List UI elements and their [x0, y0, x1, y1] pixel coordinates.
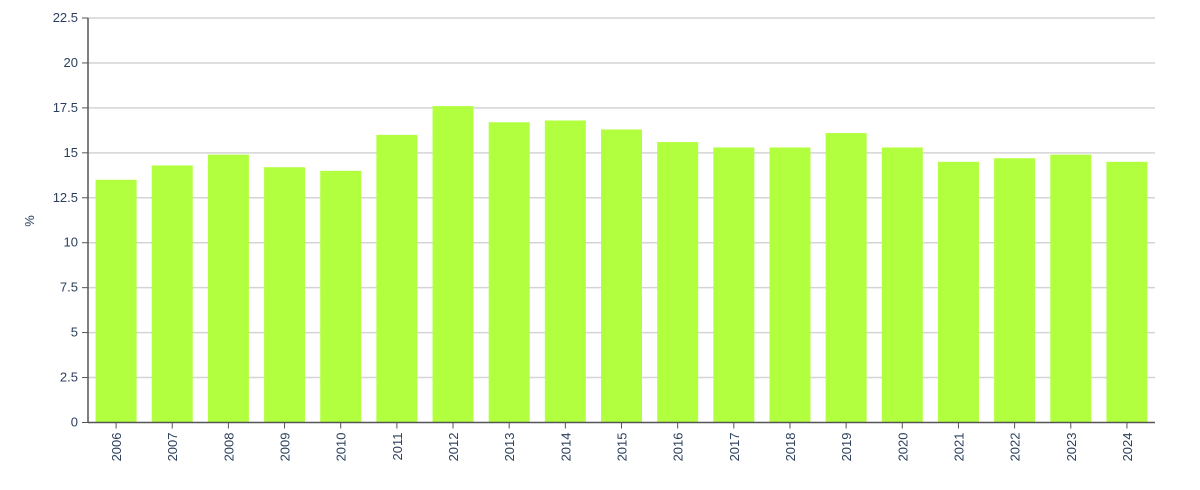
y-tick-label: 12.5 [53, 190, 78, 205]
bar-2019 [825, 133, 867, 423]
x-tick-label: 2022 [1008, 433, 1023, 462]
x-tick-label: 2020 [895, 433, 910, 462]
bars [95, 106, 1148, 423]
x-tick-label: 2023 [1064, 433, 1079, 462]
x-tick-label: 2013 [502, 433, 517, 462]
bar-2015 [601, 129, 642, 423]
x-tick-label: 2024 [1120, 433, 1135, 462]
x-tick-label: 2009 [278, 433, 293, 462]
x-tick-label: 2010 [334, 433, 349, 462]
x-tick-label: 2021 [951, 433, 966, 462]
bar-2024 [1106, 161, 1148, 423]
x-tick-label: 2014 [558, 433, 573, 462]
y-tick-label: 10 [64, 235, 78, 250]
bar-2017 [713, 147, 755, 423]
bar-2018 [769, 147, 811, 423]
x-tick-label: 2012 [446, 433, 461, 462]
y-tick-label: 7.5 [60, 280, 78, 295]
y-tick-label: 2.5 [60, 370, 78, 385]
bar-2021 [937, 161, 979, 423]
y-tick-label: 17.5 [53, 100, 78, 115]
bar-2008 [207, 154, 249, 423]
x-tick-label: 2007 [165, 433, 180, 462]
x-tick-label: 2017 [727, 433, 742, 462]
bar-2022 [994, 158, 1036, 423]
y-tick-label: 22.5 [53, 10, 78, 25]
bar-2009 [264, 167, 306, 423]
bar-2011 [376, 134, 418, 423]
y-tick-label: 15 [64, 145, 78, 160]
bar-2016 [657, 142, 699, 423]
x-axis: 2006 2007 2008 2009 2010 2011 2012 2013 2014 2015… [88, 421, 1155, 462]
bar-2014 [544, 120, 586, 423]
x-tick-label: 2016 [671, 433, 686, 462]
x-tick-label: 2018 [783, 433, 798, 462]
y-tick-label: 5 [71, 325, 78, 340]
bar-2010 [320, 170, 362, 423]
x-tick-label: 2019 [839, 433, 854, 462]
bar-2006 [95, 179, 137, 423]
x-tick-label: 2011 [390, 433, 405, 461]
y-tick-label: 20 [64, 55, 78, 70]
bar-2023 [1050, 154, 1092, 423]
bar-2012 [432, 106, 474, 423]
y-axis: 0 2.5 5 7.5 10 12.5 15 17.5 20 22.5 [53, 10, 89, 430]
bar-2013 [488, 122, 530, 423]
x-tick-label: 2015 [615, 433, 630, 462]
y-tick-label: 0 [71, 415, 78, 430]
bar-2020 [881, 147, 923, 423]
x-tick-label: 2006 [109, 433, 124, 462]
bar-2007 [151, 165, 193, 423]
x-tick-label: 2008 [221, 433, 236, 462]
y-axis-label: % [22, 215, 37, 227]
